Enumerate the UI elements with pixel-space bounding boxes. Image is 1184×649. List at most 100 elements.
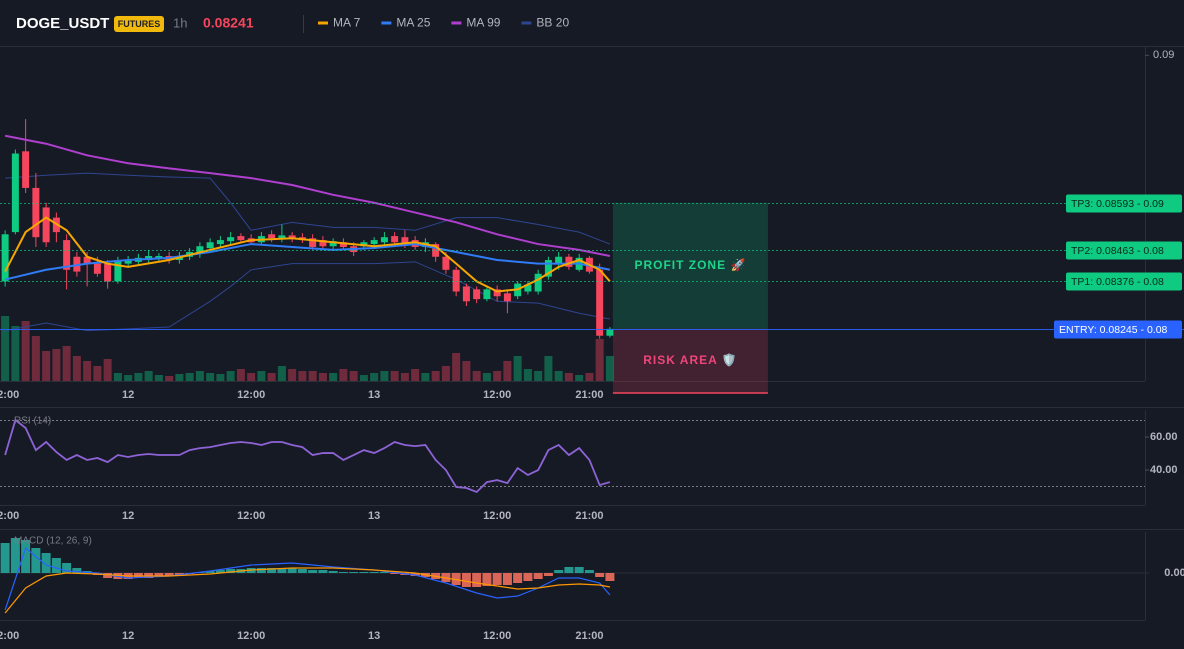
volume-bar [605, 356, 614, 381]
volume-bar [236, 369, 245, 381]
macd-histogram-bar [21, 540, 31, 573]
candle-body [544, 260, 552, 277]
x-tick-label: 12:00 [0, 510, 19, 522]
volume-bar [472, 371, 481, 381]
profit-zone [612, 202, 768, 329]
candle-body [606, 328, 614, 336]
macd-histogram-bar [461, 573, 471, 587]
x-tick-label: 21:00 [575, 630, 603, 642]
legend-label: MA 7 [333, 16, 361, 30]
candle-body [206, 242, 214, 249]
volume-bar [31, 336, 40, 381]
volume-bar [257, 371, 266, 381]
volume-bar [113, 373, 122, 381]
volume-bar [595, 339, 604, 381]
volume-bar [523, 369, 532, 381]
level-tag-bg [1066, 194, 1182, 213]
macd-histogram-bar [164, 573, 174, 576]
y-tick-label: 0.00 [1164, 567, 1184, 579]
volume-bar [564, 373, 573, 381]
candle-body [32, 187, 40, 238]
volume-bar [267, 373, 276, 381]
volume-bar [482, 373, 491, 381]
volume-bar [441, 366, 450, 381]
macd-histogram-bar [502, 573, 512, 585]
macd-histogram-bar [318, 570, 328, 573]
candle-body [104, 263, 112, 282]
macd-histogram-bar [379, 572, 389, 573]
x-tick-label: 21:00 [575, 510, 603, 522]
volume-bar [400, 373, 409, 381]
candle-body [124, 260, 132, 264]
rsi-line [4, 418, 611, 494]
level-tag: ENTRY: 0.08245 - 0.08 [1059, 324, 1168, 336]
macd-histogram-bar [369, 572, 379, 573]
macd-histogram-bar [154, 573, 164, 577]
candle-body [237, 236, 245, 241]
symbol[interactable]: DOGE_USDT [16, 15, 109, 32]
x-tick-label: 12:00 [0, 630, 19, 642]
legend: MA 7 MA 25 MA 99 BB 20 [318, 16, 569, 30]
macd-histogram-bar [543, 573, 553, 576]
volume-bar [21, 321, 30, 381]
macd-histogram-bar [513, 573, 523, 583]
x-tick-label: 12:00 [483, 630, 511, 642]
volume-bar [513, 356, 522, 381]
risk-zone [612, 328, 768, 393]
level-tag-bg [1066, 241, 1182, 260]
risk-area-label: RISK AREA 🛡️ [643, 353, 737, 367]
volume-bar [83, 361, 92, 381]
volume-bar [247, 373, 256, 381]
volume-bar [165, 376, 174, 381]
candle-body [565, 256, 573, 267]
volume-bar [175, 374, 184, 381]
volume-bar [206, 373, 215, 381]
volume-bar [195, 371, 204, 381]
legend-label: MA 25 [396, 16, 430, 30]
volume-bar [11, 326, 20, 381]
candle-body [227, 237, 235, 242]
macd-histogram-bar [205, 571, 215, 573]
candle-body [493, 289, 501, 297]
candle-body [329, 241, 337, 247]
last-price: 0.08241 [203, 15, 254, 31]
candle-body [1, 234, 9, 282]
pane-title: RSI (14) [14, 416, 51, 427]
candle-body [309, 238, 317, 247]
macd-histogram-bar [359, 572, 369, 573]
macd-histogram-bar [595, 573, 605, 577]
x-tick-label: 13 [368, 389, 380, 401]
macd-histogram-bar [574, 567, 584, 573]
interval[interactable]: 1h [173, 15, 187, 30]
candle-body [596, 269, 604, 336]
candle-body [22, 151, 30, 188]
volume-bar [575, 375, 584, 381]
volume-bar [62, 346, 71, 381]
volume-bar [226, 371, 235, 381]
pane-title: MACD (12, 26, 9) [14, 536, 92, 547]
plot-area: 12:00 12 12:00 13 12:00 21:00 12:00 12 12:00 13 12… [0, 47, 1184, 642]
volume-bar [534, 371, 543, 381]
macd-histogram-bar [0, 543, 10, 573]
macd-histogram-bar [256, 568, 266, 573]
volume-bar [329, 373, 338, 381]
x-tick-label: 12 [122, 510, 134, 522]
volume-bar [93, 366, 102, 381]
x-tick-label: 12:00 [483, 389, 511, 401]
x-tick-label: 13 [368, 630, 380, 642]
candle-body [42, 207, 50, 243]
candle-body [268, 234, 276, 239]
macd-histogram-bar [349, 572, 359, 573]
macd-line [4, 567, 611, 614]
volume-bar [1, 316, 10, 381]
macd-histogram-bar [62, 563, 72, 573]
ma-line [4, 243, 611, 281]
volume-bar [185, 373, 194, 381]
macd-histogram-bar [533, 573, 543, 579]
candle-body [524, 284, 532, 292]
candle-body [391, 236, 399, 243]
x-tick-label: 12:00 [237, 510, 265, 522]
candle-body [216, 240, 224, 245]
